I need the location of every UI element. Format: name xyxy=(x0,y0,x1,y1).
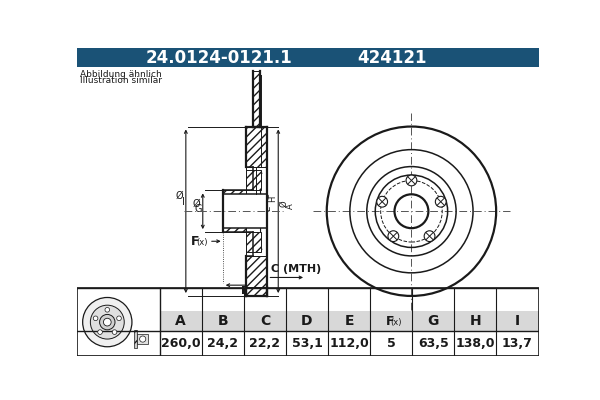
Text: C: C xyxy=(260,314,270,328)
Bar xyxy=(246,126,268,166)
Circle shape xyxy=(83,298,132,347)
Text: Ø: Ø xyxy=(262,192,271,199)
Text: Ø: Ø xyxy=(176,191,184,201)
Text: 53,1: 53,1 xyxy=(292,337,322,350)
Bar xyxy=(77,288,539,356)
Circle shape xyxy=(323,123,500,300)
Bar xyxy=(134,330,137,348)
Text: Ø: Ø xyxy=(257,202,266,208)
Text: H: H xyxy=(470,314,481,328)
Text: C (MTH): C (MTH) xyxy=(271,264,321,274)
Text: A: A xyxy=(286,204,295,210)
Bar xyxy=(246,166,268,256)
Bar xyxy=(223,194,268,228)
Circle shape xyxy=(98,330,103,334)
Text: G: G xyxy=(428,314,439,328)
Text: (x): (x) xyxy=(196,238,208,247)
Bar xyxy=(77,48,539,67)
Text: F: F xyxy=(385,315,394,328)
Circle shape xyxy=(140,336,146,342)
Text: 5: 5 xyxy=(387,337,395,350)
Bar xyxy=(77,67,300,288)
Text: Illustration similar: Illustration similar xyxy=(80,76,161,85)
Text: D: D xyxy=(301,314,313,328)
Text: Ø: Ø xyxy=(280,200,289,207)
Circle shape xyxy=(91,305,124,339)
Text: E: E xyxy=(263,206,272,211)
Bar xyxy=(223,190,246,232)
Circle shape xyxy=(436,196,446,207)
Text: A: A xyxy=(175,314,186,328)
Circle shape xyxy=(100,314,115,330)
Bar xyxy=(160,331,539,356)
Text: 424121: 424121 xyxy=(358,49,427,67)
Text: 24,2: 24,2 xyxy=(208,337,238,350)
Text: Abbildung ähnlich: Abbildung ähnlich xyxy=(80,70,161,78)
Bar xyxy=(253,71,260,126)
Text: 13,7: 13,7 xyxy=(502,337,533,350)
Text: E: E xyxy=(344,314,354,328)
Bar xyxy=(137,334,148,344)
Circle shape xyxy=(93,316,98,321)
Circle shape xyxy=(388,231,399,242)
Text: (x): (x) xyxy=(390,318,401,327)
Text: B: B xyxy=(217,314,228,328)
Text: I: I xyxy=(515,314,520,328)
Circle shape xyxy=(406,175,417,186)
Text: 24.0124-0121.1: 24.0124-0121.1 xyxy=(146,49,292,67)
Text: H: H xyxy=(268,196,277,202)
Bar xyxy=(246,287,268,296)
Circle shape xyxy=(103,318,111,326)
Bar xyxy=(246,170,260,190)
Text: I: I xyxy=(182,197,185,207)
Circle shape xyxy=(377,196,388,207)
Bar xyxy=(246,232,260,252)
Text: G: G xyxy=(194,204,202,214)
Text: 63,5: 63,5 xyxy=(418,337,449,350)
Text: 22,2: 22,2 xyxy=(250,337,280,350)
Bar xyxy=(160,311,539,331)
Circle shape xyxy=(424,231,435,242)
Text: D: D xyxy=(241,286,250,296)
Circle shape xyxy=(117,316,121,321)
Circle shape xyxy=(112,330,117,334)
Text: 112,0: 112,0 xyxy=(329,337,369,350)
Text: Ø: Ø xyxy=(193,198,200,208)
Bar xyxy=(300,67,539,288)
Text: 138,0: 138,0 xyxy=(455,337,495,350)
Text: B: B xyxy=(256,264,265,274)
Bar xyxy=(246,256,268,296)
Circle shape xyxy=(105,308,110,312)
Text: F: F xyxy=(191,235,200,248)
Text: 260,0: 260,0 xyxy=(161,337,200,350)
